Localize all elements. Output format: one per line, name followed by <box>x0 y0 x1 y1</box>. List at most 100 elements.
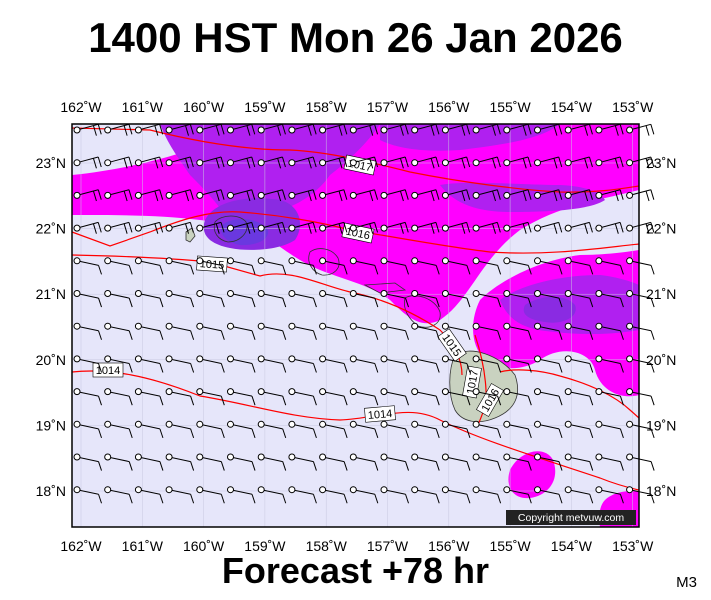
wind-barb <box>227 290 256 308</box>
wind-barb <box>165 453 195 471</box>
wind-barb <box>165 257 195 275</box>
wind-barb <box>257 322 287 340</box>
wind-barb <box>73 486 102 504</box>
wind-barb <box>165 221 194 234</box>
wind-barb <box>227 355 256 373</box>
forecast-label: Forecast +78 hr <box>221 550 490 591</box>
wind-barb <box>227 123 256 136</box>
wind-barb <box>73 453 102 471</box>
wind-barb <box>441 221 471 234</box>
wind-barb <box>196 453 225 471</box>
wind-barb <box>503 453 532 471</box>
latitude-label: 19˚N <box>646 417 676 433</box>
wind-barb <box>380 221 409 234</box>
longitude-label: 154˚W <box>551 538 593 554</box>
wind-barb <box>564 453 594 471</box>
wind-barb <box>104 355 133 373</box>
wind-barb <box>288 453 317 471</box>
wind-barb <box>626 355 655 373</box>
wind-barb <box>349 355 379 373</box>
wind-barb <box>626 221 655 234</box>
wind-barb <box>349 486 379 504</box>
wind-barb <box>441 257 471 275</box>
wind-barb <box>595 355 624 373</box>
wind-barb <box>626 453 655 471</box>
wind-barb <box>595 257 624 275</box>
latitude-label: 18˚N <box>36 483 66 499</box>
wind-barb <box>472 257 502 275</box>
latitude-labels-left: 23˚N 22˚N 21˚N 20˚N 19˚N 18˚N <box>36 155 66 499</box>
isobar-label-6: 1014 <box>364 405 396 423</box>
wind-barb <box>380 420 409 439</box>
wind-barb <box>104 189 133 202</box>
wind-barb <box>73 189 102 202</box>
wind-barb <box>165 290 195 308</box>
longitude-label: 157˚W <box>367 538 409 554</box>
wind-barb <box>73 156 102 169</box>
wind-barb <box>564 257 594 275</box>
wind-barb <box>503 355 532 373</box>
wind-barb <box>349 189 379 202</box>
latitude-label: 23˚N <box>36 155 66 171</box>
wind-barb <box>134 388 164 406</box>
wind-barb <box>73 355 102 373</box>
wind-barb <box>104 221 133 234</box>
wind-barb <box>288 355 317 373</box>
wind-barb <box>380 322 409 340</box>
wind-barb <box>319 221 348 234</box>
wind-barb <box>196 257 225 275</box>
wind-barb <box>503 156 532 169</box>
wind-barb <box>503 257 532 275</box>
wind-barb <box>380 257 409 275</box>
wind-barb <box>503 388 532 406</box>
latitude-label: 18˚N <box>646 483 676 499</box>
wind-barb <box>196 322 225 340</box>
wind-barb <box>626 420 655 439</box>
wind-barb <box>595 221 624 234</box>
wind-barb <box>472 420 502 439</box>
wind-barb <box>257 189 286 202</box>
wind-barb <box>227 420 256 439</box>
rain-core-violet-mid <box>440 182 605 212</box>
wind-barb <box>257 257 287 275</box>
rain-core-deep <box>221 218 269 246</box>
longitude-label: 158˚W <box>306 538 348 554</box>
wind-barb <box>441 453 471 471</box>
wind-barb <box>626 257 655 275</box>
wind-barb <box>534 189 563 202</box>
wind-barb <box>411 290 440 308</box>
wind-barb <box>134 221 164 234</box>
wind-barb <box>349 453 379 471</box>
wind-barb <box>134 322 164 340</box>
wind-barb <box>104 156 133 169</box>
wind-barb <box>227 257 256 275</box>
wind-barb <box>349 420 379 439</box>
wind-barb <box>564 290 594 308</box>
wind-barb <box>319 322 348 340</box>
wind-barb <box>380 388 409 406</box>
latitude-label: 22˚N <box>646 221 676 237</box>
wind-barb <box>134 290 164 308</box>
longitude-label: 156˚W <box>428 99 470 115</box>
wind-barb <box>626 123 655 136</box>
wind-barb <box>73 257 102 275</box>
wind-barb <box>441 388 471 406</box>
wind-barb <box>380 189 409 202</box>
wind-barb <box>288 156 317 169</box>
wind-barb <box>104 290 133 308</box>
wind-barb <box>503 420 532 439</box>
wind-barb <box>288 486 317 504</box>
wind-barb <box>349 156 379 169</box>
wind-barb <box>319 355 348 373</box>
wind-barb <box>411 322 440 340</box>
wind-barb <box>595 388 624 406</box>
wind-barb <box>257 355 287 373</box>
island-maui <box>403 295 441 328</box>
wind-barb <box>257 123 286 136</box>
wind-barb <box>288 322 317 340</box>
latitude-label: 21˚N <box>646 286 676 302</box>
wind-barb <box>411 388 440 406</box>
wind-barb <box>288 420 317 439</box>
isobar-labels: 1017 1016 1015 1015 1014 1014 1017 1016 <box>92 154 504 423</box>
wind-barb <box>564 221 593 234</box>
